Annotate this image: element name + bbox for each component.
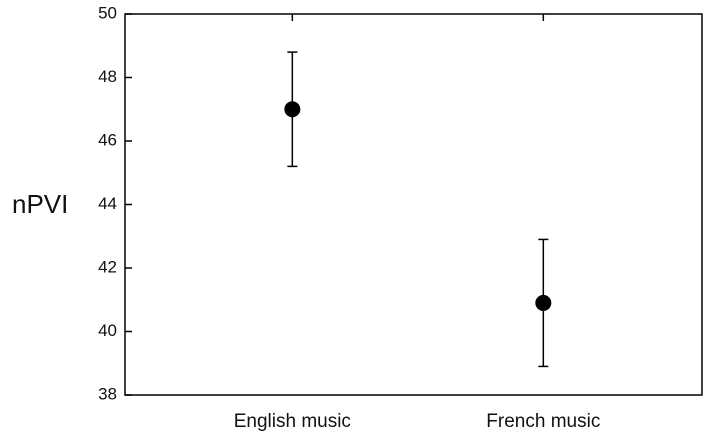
y-tick-label: 44 (98, 194, 117, 213)
x-tick-label: French music (486, 411, 600, 432)
plot-frame (124, 13, 703, 396)
y-tick-label: 42 (98, 257, 117, 276)
data-point (535, 294, 552, 311)
y-tick-label: 46 (98, 130, 117, 149)
y-axis-label: nPVI (12, 189, 68, 219)
y-tick-label: 40 (98, 321, 117, 340)
y-tick-label: 48 (98, 67, 117, 86)
data-point (284, 101, 301, 118)
x-tick-label: English music (234, 411, 351, 432)
y-tick-label: 38 (98, 384, 117, 403)
y-tick-label: 50 (98, 3, 117, 22)
